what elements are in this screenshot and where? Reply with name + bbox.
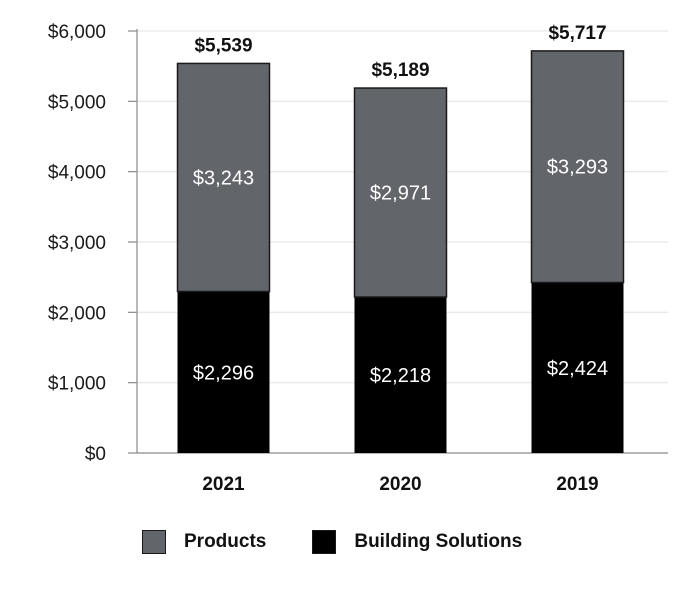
x-tick-label: 2019 (556, 474, 598, 495)
bar-products (353, 87, 448, 298)
bar-products (176, 62, 271, 293)
data-label-products: $3,293 (547, 157, 608, 179)
legend: Products Building Solutions (142, 530, 568, 554)
legend-item-building-solutions: Building Solutions (312, 530, 522, 554)
x-tick-label: 2021 (202, 474, 245, 495)
data-label-products: $3,243 (193, 167, 254, 189)
legend-swatch-building-solutions (312, 530, 337, 554)
y-tick-label: $2,000 (48, 303, 106, 324)
legend-label-building-solutions: Building Solutions (354, 531, 523, 552)
y-tick-label: $3,000 (48, 233, 106, 254)
total-label: $5,189 (371, 60, 429, 81)
bar-building-solutions (177, 291, 270, 453)
y-tick-label: $0 (85, 444, 106, 465)
bar-building-solutions (531, 282, 624, 453)
total-label: $5,539 (194, 35, 252, 56)
data-label-products: $2,971 (370, 183, 431, 205)
data-labels: $2,296 $3,243 $5,539 2021 $2,218 $2,971 $5,189… (193, 23, 608, 495)
data-label-building-solutions: $2,296 (193, 362, 254, 384)
y-tick-label: $1,000 (48, 374, 106, 395)
y-tick-label: $4,000 (48, 163, 106, 184)
total-label: $5,717 (548, 23, 606, 44)
legend-swatch-products (142, 530, 166, 554)
bar-building-solutions (354, 297, 447, 453)
bars (176, 50, 625, 453)
bar-products (530, 50, 625, 284)
stacked-bar-chart: $0 $1,000 $2,000 $3,000 $4,000 $5,000 $6,000 $… (48, 22, 668, 495)
y-tick-label: $6,000 (48, 22, 106, 43)
legend-label-products: Products (184, 531, 267, 552)
x-tick-label: 2020 (379, 474, 421, 495)
data-label-building-solutions: $2,424 (547, 358, 608, 380)
data-label-building-solutions: $2,218 (370, 365, 431, 387)
legend-item-products: Products (142, 530, 266, 554)
y-tick-label: $5,000 (48, 92, 106, 113)
